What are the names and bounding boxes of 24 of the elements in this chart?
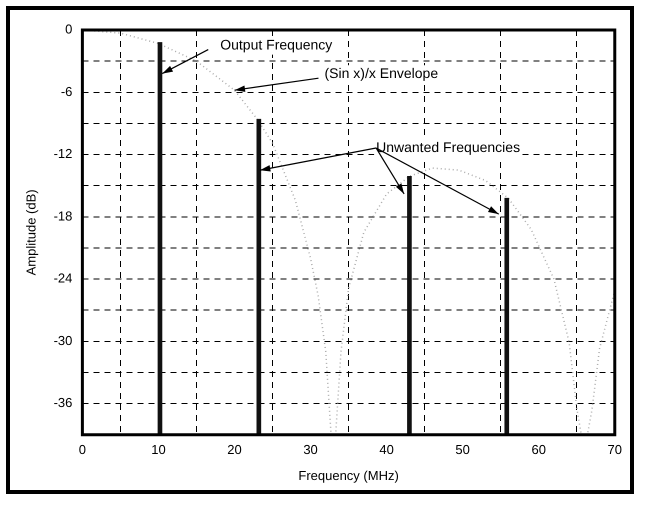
bar bbox=[256, 118, 262, 435]
annotation: Unwanted Frequencies bbox=[376, 138, 520, 155]
annotation: (Sin x)/x Envelope bbox=[324, 65, 438, 82]
x-tick-label: 40 bbox=[379, 442, 394, 458]
bar bbox=[504, 198, 510, 435]
y-tick-label: -6 bbox=[60, 84, 72, 99]
x-tick-label: 50 bbox=[455, 442, 470, 458]
bar bbox=[407, 176, 412, 435]
bar bbox=[158, 42, 162, 435]
y-tick-label: 0 bbox=[65, 22, 72, 37]
x-axis-title: Frequency (MHz) bbox=[298, 468, 399, 483]
x-tick-label: 60 bbox=[531, 442, 546, 458]
y-tick-label: -12 bbox=[54, 146, 72, 162]
x-tick-label: 0 bbox=[78, 442, 86, 458]
y-tick-label: -30 bbox=[54, 332, 72, 348]
x-tick-label: 20 bbox=[227, 442, 242, 458]
x-tick-label: 70 bbox=[608, 442, 622, 458]
y-tick-label: -18 bbox=[54, 208, 72, 224]
annotation: Output Frequency bbox=[220, 36, 332, 52]
y-axis-title: Amplitude (dB) bbox=[23, 189, 38, 276]
y-tick-label: -36 bbox=[54, 395, 72, 410]
x-tick-label: 10 bbox=[151, 442, 166, 458]
y-tick-label: -24 bbox=[54, 270, 72, 286]
x-tick-label: 30 bbox=[303, 442, 318, 458]
